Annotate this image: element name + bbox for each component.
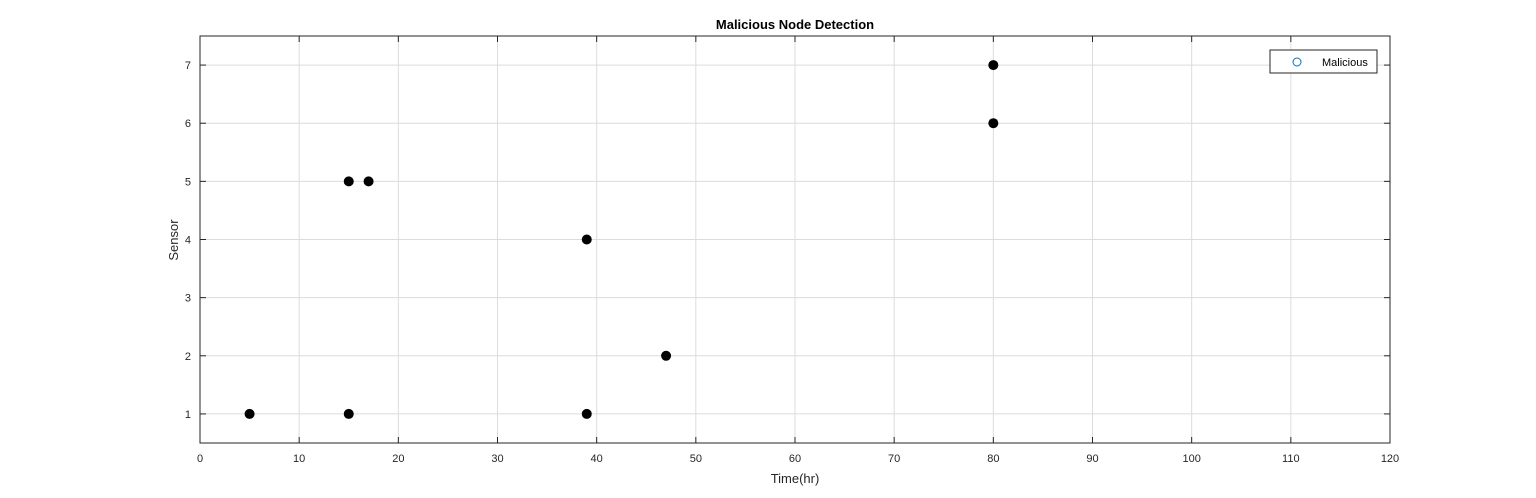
data-point [363, 176, 374, 187]
x-tick-label: 110 [1282, 453, 1300, 465]
data-point [244, 408, 255, 419]
y-tick-label: 4 [185, 235, 191, 247]
x-tick-label: 20 [392, 453, 404, 465]
x-tick-label: 30 [491, 453, 503, 465]
y-tick-label: 7 [185, 60, 191, 72]
data-point [988, 60, 999, 71]
x-tick-label: 80 [987, 453, 999, 465]
y-tick-label: 5 [185, 176, 191, 188]
axes-box [199, 35, 1391, 444]
x-tick-labels: 0 10 20 30 40 50 60 70 80 90 100 110 120 [197, 453, 1399, 465]
x-tick-label: 100 [1182, 453, 1200, 465]
legend-marker [1292, 57, 1302, 67]
y-tick-labels: 1 2 3 4 5 6 7 [185, 60, 191, 421]
legend-box [1269, 49, 1378, 74]
x-tick-label: 10 [293, 453, 305, 465]
data-point [343, 176, 354, 187]
data-point [581, 234, 592, 245]
x-tick-label: 50 [690, 453, 702, 465]
data-point [343, 408, 354, 419]
y-tick-label: 2 [185, 351, 191, 363]
y-tick-label: 1 [185, 409, 191, 421]
x-tick-label: 90 [1086, 453, 1098, 465]
y-tick-label: 6 [185, 118, 191, 130]
x-tick-label: 120 [1381, 453, 1399, 465]
legend: Malicious [1269, 49, 1378, 74]
legend-label: Malicious [1322, 57, 1368, 69]
data-point [581, 408, 592, 419]
y-tick-label: 3 [185, 293, 191, 305]
x-axis-label: Time(hr) [771, 471, 820, 486]
data-point [988, 118, 999, 129]
data-points [244, 60, 999, 419]
x-tick-label: 0 [197, 453, 203, 465]
x-tick-label: 40 [591, 453, 603, 465]
x-tick-label: 70 [888, 453, 900, 465]
x-tick-label: 60 [789, 453, 801, 465]
chart-title: Malicious Node Detection [716, 17, 874, 32]
grid [200, 36, 1390, 443]
y-axis-label: Sensor [166, 219, 181, 261]
data-point [661, 350, 672, 361]
